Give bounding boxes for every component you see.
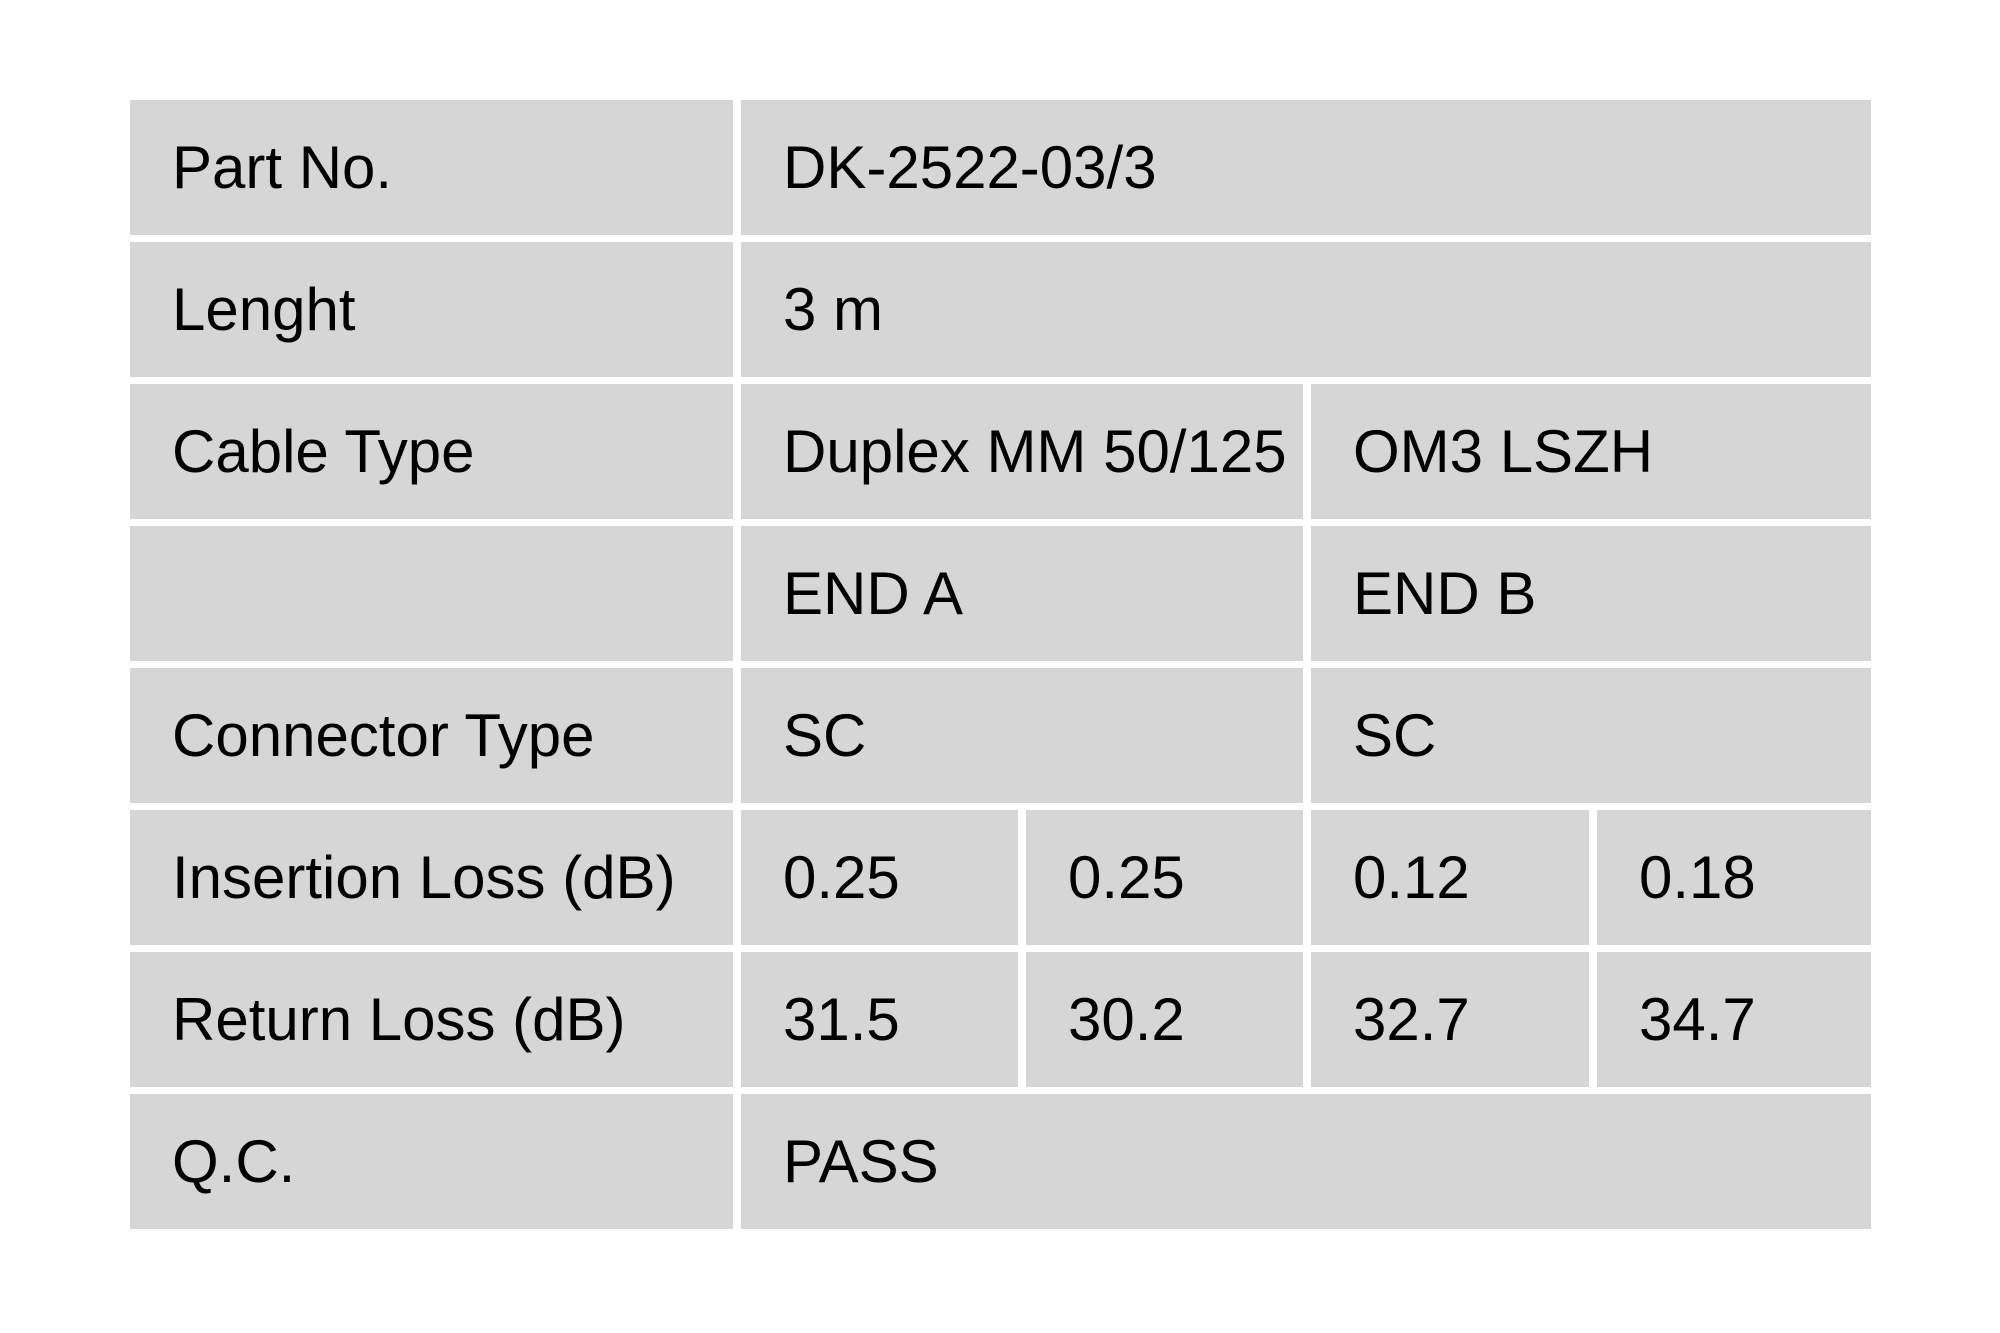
return-loss-end-a1-cell: 31.5 — [741, 952, 1018, 1087]
return-loss-end-b1-cell: 32.7 — [1311, 952, 1589, 1087]
qc-label-cell: Q.C. — [130, 1094, 733, 1229]
connector-type-end-b-cell: SC — [1311, 668, 1871, 803]
table-row-ends-header: END A END B — [130, 526, 1871, 661]
insertion-loss-end-b2-cell: 0.18 — [1597, 810, 1871, 945]
return-loss-label-cell: Return Loss (dB) — [130, 952, 733, 1087]
table-row-qc: Q.C. PASS — [130, 1094, 1871, 1229]
part-no-label-cell: Part No. — [130, 100, 733, 235]
table-row-length: Lenght 3 m — [130, 242, 1871, 377]
table-row-cable-type: Cable Type Duplex MM 50/125 OM3 LSZH — [130, 384, 1871, 519]
return-loss-end-a2-cell: 30.2 — [1026, 952, 1303, 1087]
insertion-loss-end-a1-cell: 0.25 — [741, 810, 1018, 945]
length-label-cell: Lenght — [130, 242, 733, 377]
cable-type-label-cell: Cable Type — [130, 384, 733, 519]
table-row-insertion-loss: Insertion Loss (dB) 0.25 0.25 0.12 0.18 — [130, 810, 1871, 945]
table-row-part-no: Part No. DK-2522-03/3 — [130, 100, 1871, 235]
cable-type-value2-cell: OM3 LSZH — [1311, 384, 1871, 519]
cable-spec-table: Part No. DK-2522-03/3 Lenght 3 m Cable T… — [130, 100, 1871, 1236]
ends-header-empty-cell — [130, 526, 733, 661]
connector-type-label-cell: Connector Type — [130, 668, 733, 803]
return-loss-end-b2-cell: 34.7 — [1597, 952, 1871, 1087]
table-row-return-loss: Return Loss (dB) 31.5 30.2 32.7 34.7 — [130, 952, 1871, 1087]
length-value-cell: 3 m — [741, 242, 1871, 377]
insertion-loss-end-b1-cell: 0.12 — [1311, 810, 1589, 945]
end-a-header-cell: END A — [741, 526, 1303, 661]
connector-type-end-a-cell: SC — [741, 668, 1303, 803]
qc-result-cell: PASS — [741, 1094, 1871, 1229]
insertion-loss-end-a2-cell: 0.25 — [1026, 810, 1303, 945]
cable-type-value-cell: Duplex MM 50/125 — [741, 384, 1303, 519]
insertion-loss-label-cell: Insertion Loss (dB) — [130, 810, 733, 945]
end-b-header-cell: END B — [1311, 526, 1871, 661]
table-row-connector-type: Connector Type SC SC — [130, 668, 1871, 803]
part-no-value-cell: DK-2522-03/3 — [741, 100, 1871, 235]
